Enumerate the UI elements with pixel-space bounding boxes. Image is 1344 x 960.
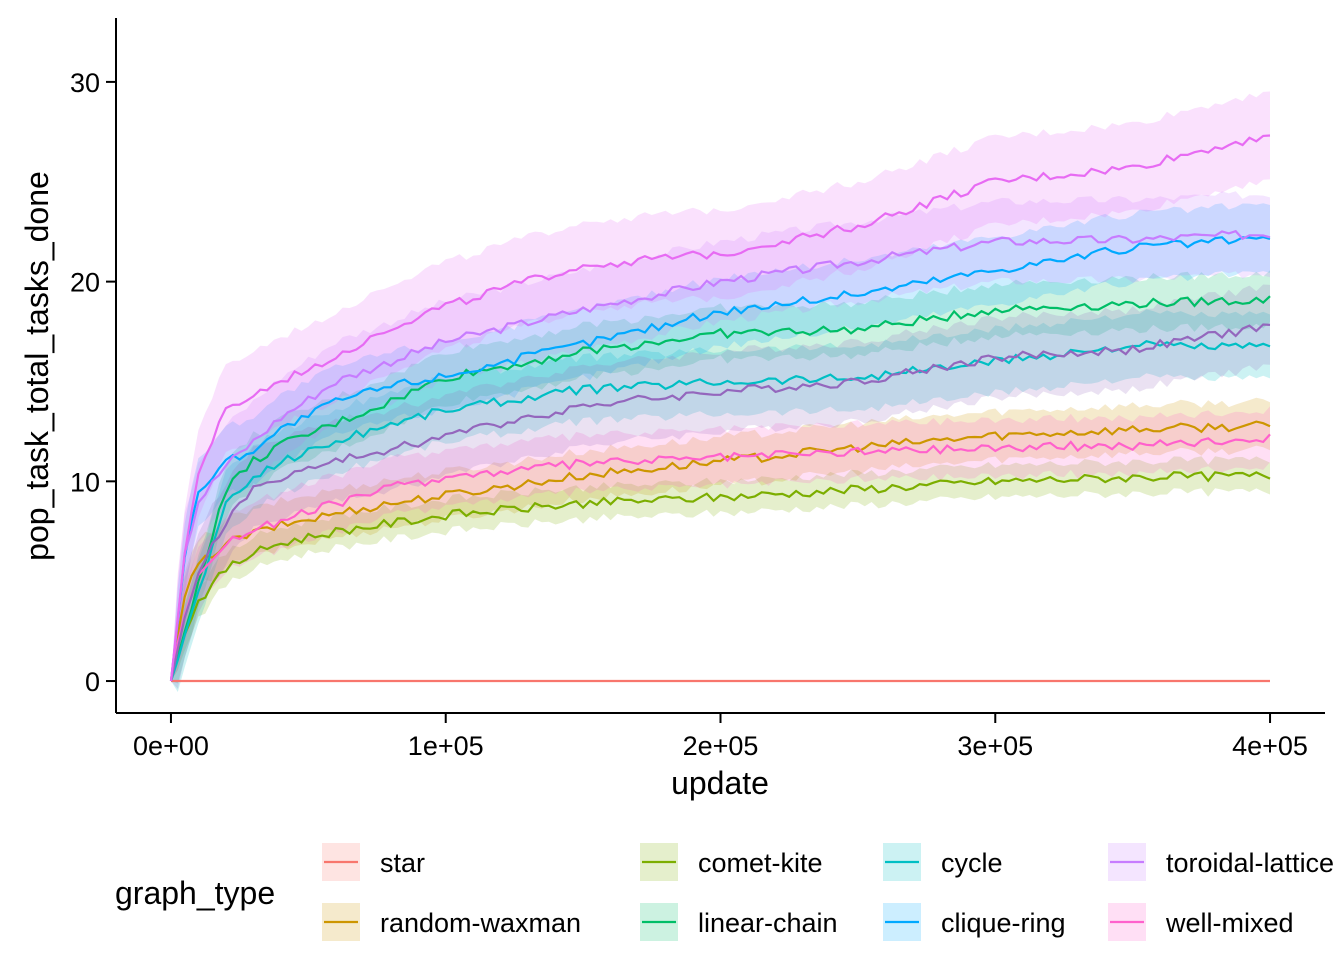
confidence-ribbons bbox=[171, 91, 1270, 692]
legend-label: clique-ring bbox=[941, 908, 1066, 938]
series-line bbox=[169, 323, 1271, 682]
y-axis-ticks: 0 10 20 30 bbox=[70, 68, 116, 697]
series-ribbon bbox=[171, 397, 1270, 681]
y-tick-label: 0 bbox=[85, 667, 100, 697]
x-tick-label: 0e+00 bbox=[133, 731, 209, 761]
legend-label: well-mixed bbox=[1165, 908, 1294, 938]
series-line bbox=[169, 433, 1271, 682]
x-tick-label: 4e+05 bbox=[1232, 731, 1308, 761]
legend-label: linear-chain bbox=[698, 908, 838, 938]
y-tick-label: 20 bbox=[70, 268, 100, 298]
x-axis-ticks: 0e+00 1e+05 2e+05 3e+05 4e+05 bbox=[133, 713, 1308, 761]
series-line bbox=[169, 235, 1271, 682]
y-axis-label: pop_task_total_tasks_done bbox=[19, 171, 55, 561]
legend: graph_type star random-waxman comet-kite li… bbox=[115, 843, 1334, 941]
series-line bbox=[169, 134, 1271, 682]
series-ribbon bbox=[171, 270, 1270, 684]
series-ribbon bbox=[171, 309, 1270, 692]
legend-label: random-waxman bbox=[380, 908, 581, 938]
series-ribbon bbox=[171, 203, 1270, 681]
x-tick-label: 3e+05 bbox=[957, 731, 1033, 761]
series-line bbox=[169, 471, 1271, 682]
y-tick-label: 10 bbox=[70, 467, 100, 497]
series-ribbon bbox=[171, 456, 1270, 681]
legend-title: graph_type bbox=[115, 875, 275, 911]
legend-label: star bbox=[380, 848, 425, 878]
series-ribbon bbox=[171, 284, 1270, 689]
legend-label: cycle bbox=[941, 848, 1003, 878]
x-axis-label: update bbox=[671, 765, 769, 801]
x-tick-label: 1e+05 bbox=[408, 731, 484, 761]
y-tick-label: 30 bbox=[70, 68, 100, 98]
series-lines bbox=[169, 134, 1271, 683]
series-ribbon bbox=[171, 406, 1270, 681]
series-ribbon bbox=[171, 191, 1270, 682]
x-tick-label: 2e+05 bbox=[683, 731, 759, 761]
legend-label: toroidal-lattice bbox=[1166, 848, 1334, 878]
series-line bbox=[169, 229, 1271, 682]
series-line bbox=[169, 420, 1271, 682]
series-line bbox=[169, 295, 1271, 682]
series-ribbon bbox=[171, 91, 1270, 681]
legend-label: comet-kite bbox=[698, 848, 823, 878]
